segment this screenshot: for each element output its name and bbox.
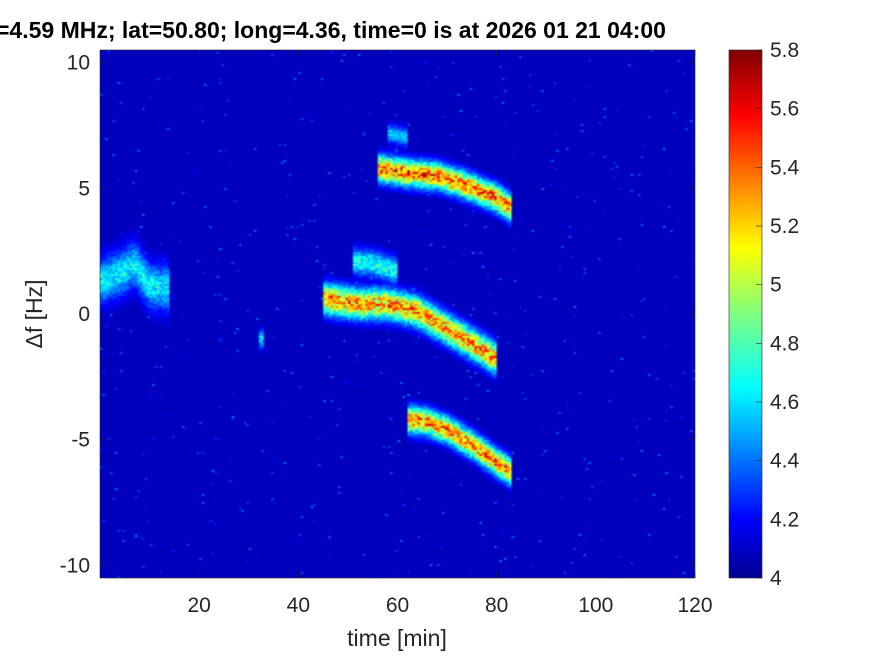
spectrogram-heatmap bbox=[100, 50, 695, 578]
chart-title: =4.59 MHz; lat=50.80; long=4.36, time=0 … bbox=[0, 17, 666, 43]
x-tick-label: 20 bbox=[187, 594, 210, 617]
colorbar-gradient bbox=[729, 50, 762, 578]
x-tick-label: 100 bbox=[578, 594, 613, 617]
y-tick-label: -10 bbox=[60, 554, 90, 577]
colorbar-tick-label: 5.2 bbox=[770, 215, 799, 238]
colorbar-tick-label: 4.6 bbox=[770, 391, 799, 414]
colorbar-tick-label: 4.8 bbox=[770, 332, 799, 355]
colorbar-tick-label: 5 bbox=[770, 274, 782, 297]
y-axis-label: Δf [Hz] bbox=[21, 279, 47, 348]
y-tick-label: 0 bbox=[78, 303, 90, 326]
y-tick-label: -5 bbox=[71, 429, 90, 452]
colorbar-tick-label: 5.8 bbox=[770, 39, 799, 62]
colorbar-tick-label: 4.2 bbox=[770, 508, 799, 531]
x-tick-label: 120 bbox=[677, 594, 712, 617]
y-axis: 10 5 0 -5 -10 bbox=[60, 52, 695, 577]
plot-area bbox=[99, 49, 696, 579]
x-tick-label: 60 bbox=[386, 594, 409, 617]
colorbar-frame bbox=[728, 49, 763, 579]
x-axis: 20 40 60 80 100 120 bbox=[187, 50, 713, 617]
colorbar-tick-label: 4 bbox=[770, 567, 782, 590]
colorbar-tick-label: 5.6 bbox=[770, 98, 799, 121]
colorbar-ticks: 5.8 5.6 5.4 5.2 5 4.8 4.6 4.4 4.2 4 bbox=[756, 39, 800, 590]
colorbar: 5.8 5.6 5.4 5.2 5 4.8 4.6 4.4 4.2 4 bbox=[728, 39, 800, 590]
colorbar-tick-label: 5.4 bbox=[770, 156, 800, 179]
x-axis-label: time [min] bbox=[347, 625, 447, 651]
x-tick-label: 40 bbox=[287, 594, 310, 617]
x-tick-label: 80 bbox=[485, 594, 508, 617]
y-tick-label: 5 bbox=[78, 177, 90, 200]
y-tick-label: 10 bbox=[67, 52, 90, 75]
colorbar-tick-label: 4.4 bbox=[770, 450, 800, 473]
